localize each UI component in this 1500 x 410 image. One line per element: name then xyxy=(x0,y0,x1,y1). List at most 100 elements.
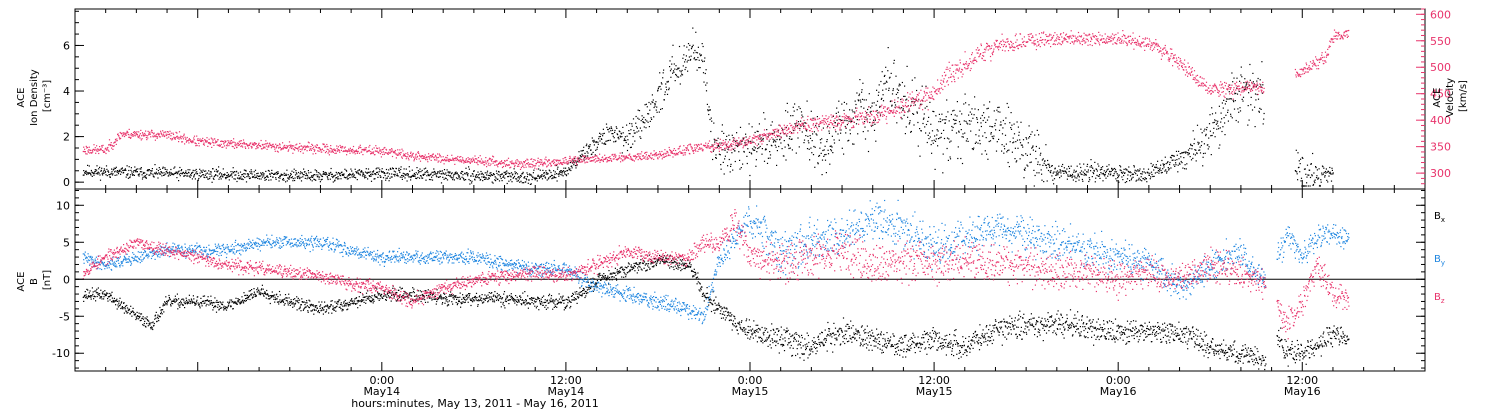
ion-density-point xyxy=(784,133,786,135)
velocity-point xyxy=(335,152,337,154)
velocity-point xyxy=(772,133,774,136)
ion-density-point xyxy=(731,152,733,154)
ion-density-point xyxy=(515,172,517,174)
velocity-point xyxy=(154,139,156,141)
ion-density-point xyxy=(925,123,928,126)
velocity-point xyxy=(303,147,305,149)
velocity-point xyxy=(307,146,309,148)
velocity-point xyxy=(213,144,215,146)
ion-density-point xyxy=(83,174,85,176)
ion-density-point xyxy=(822,149,824,152)
ion-density-point xyxy=(231,176,233,178)
ion-density-point xyxy=(777,135,779,138)
velocity-point xyxy=(522,165,524,167)
ion-density-point xyxy=(1011,124,1013,126)
velocity-point xyxy=(126,132,128,134)
velocity-point xyxy=(861,112,864,114)
velocity-point xyxy=(706,147,708,149)
velocity-point xyxy=(986,42,988,44)
ion-density-point xyxy=(1004,134,1007,136)
ion-density-point xyxy=(277,172,279,174)
velocity-point xyxy=(607,156,609,159)
ion-density-point xyxy=(529,174,531,176)
ion-density-point xyxy=(780,142,782,144)
velocity-point xyxy=(608,157,610,159)
velocity-point xyxy=(504,165,507,167)
velocity-point xyxy=(580,161,583,163)
ion-density-point xyxy=(1113,175,1115,177)
ion-density-point xyxy=(329,178,331,180)
ion-density-point xyxy=(753,146,755,148)
velocity-point xyxy=(437,161,439,163)
velocity-point xyxy=(985,49,987,51)
ion-density-point xyxy=(1322,166,1324,168)
ion-density-point xyxy=(1116,180,1118,182)
velocity-point xyxy=(420,155,422,158)
velocity-point xyxy=(736,140,738,142)
velocity-point xyxy=(913,102,915,104)
ion-density-point xyxy=(1061,165,1063,167)
ion-density-point xyxy=(206,176,208,178)
velocity-point xyxy=(480,158,483,160)
velocity-point xyxy=(129,134,131,136)
ion-density-point xyxy=(1095,177,1097,179)
ion-density-point xyxy=(745,136,747,138)
ion-density-point xyxy=(940,121,942,123)
velocity-point xyxy=(715,139,717,141)
velocity-point xyxy=(974,59,976,61)
velocity-point xyxy=(123,135,126,138)
ion-density-point xyxy=(507,172,509,174)
velocity-point xyxy=(446,159,448,161)
ion-density-point xyxy=(738,142,740,144)
velocity-point xyxy=(468,158,470,160)
ion-density-point xyxy=(1001,133,1004,135)
ion-density-point xyxy=(503,175,505,177)
ion-density-point xyxy=(1232,99,1234,101)
velocity-point xyxy=(90,149,92,151)
velocity-point xyxy=(669,149,671,151)
velocity-point xyxy=(718,150,720,152)
ion-density-point xyxy=(1263,118,1265,120)
ion-density-point xyxy=(175,171,178,173)
ion-density-point xyxy=(447,174,449,176)
ion-density-point xyxy=(236,180,238,183)
velocity-point xyxy=(879,112,881,114)
ion-density-point xyxy=(556,173,558,175)
ion-density-point xyxy=(1055,171,1057,173)
ion-density-point xyxy=(875,104,877,106)
velocity-point xyxy=(536,168,538,170)
ion-density-point xyxy=(563,167,565,169)
velocity-point xyxy=(941,83,943,86)
velocity-point xyxy=(344,150,346,152)
velocity-point xyxy=(854,115,856,117)
ion-density-point xyxy=(657,87,659,89)
ion-density-point xyxy=(1067,175,1069,177)
ion-density-point xyxy=(1068,167,1071,169)
ion-density-point xyxy=(166,171,168,173)
velocity-point xyxy=(722,139,724,142)
ion-density-point xyxy=(1157,160,1159,162)
ion-density-point xyxy=(641,130,643,132)
ion-density-point xyxy=(212,168,214,170)
ion-density-point xyxy=(1140,173,1142,175)
ion-density-point xyxy=(712,158,714,161)
velocity-point xyxy=(815,123,817,125)
ion-density-point xyxy=(764,149,766,151)
ion-density-point xyxy=(116,171,118,173)
ion-density-point xyxy=(959,123,961,125)
velocity-point xyxy=(375,145,377,147)
ion-density-point xyxy=(1089,166,1091,168)
ion-density-point xyxy=(178,173,181,175)
ion-density-point xyxy=(1312,184,1314,186)
ion-density-point xyxy=(1058,165,1060,167)
ion-density-point xyxy=(102,174,104,176)
velocity-point xyxy=(516,159,518,161)
ion-density-point xyxy=(256,173,258,175)
ion-density-point xyxy=(777,130,779,132)
ion-density-point xyxy=(285,174,287,176)
ion-density-point xyxy=(871,105,873,107)
ion-density-point xyxy=(355,171,357,173)
ion-density-point xyxy=(776,150,778,152)
velocity-point xyxy=(804,125,806,127)
velocity-point xyxy=(707,146,709,148)
